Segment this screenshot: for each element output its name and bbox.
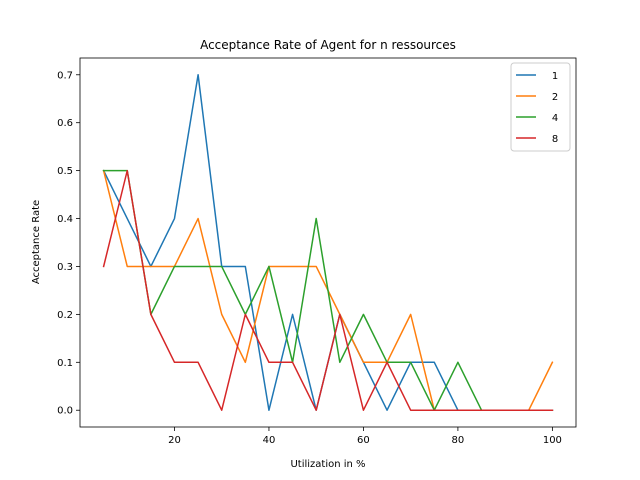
y-tick-label: 0.4 (57, 214, 73, 225)
y-tick-label: 0.6 (57, 118, 73, 129)
legend-label-1: 1 (552, 71, 558, 82)
y-tick-label: 0.1 (57, 358, 73, 369)
x-tick-label: 40 (263, 435, 276, 446)
y-axis: 0.0 0.1 0.2 0.3 0.4 0.5 0.6 0.7 (57, 70, 80, 417)
x-tick-label: 60 (357, 435, 370, 446)
legend-label-2: 2 (552, 92, 558, 103)
y-tick-label: 0.0 (57, 406, 73, 417)
x-axis: 20 40 60 80 100 (168, 427, 562, 446)
x-tick-label: 20 (168, 435, 181, 446)
y-tick-label: 0.5 (57, 166, 73, 177)
y-tick-label: 0.2 (57, 310, 73, 321)
x-tick-label: 100 (543, 435, 562, 446)
legend: 1 2 4 8 (510, 62, 571, 152)
legend-box (510, 62, 571, 152)
y-tick-label: 0.7 (57, 70, 73, 81)
legend-label-8: 8 (552, 134, 558, 145)
series-layer (102, 74, 554, 411)
chart-title: Acceptance Rate of Agent for n ressource… (200, 38, 456, 52)
series-line-4 (102, 169, 554, 411)
series-line-8 (102, 169, 554, 411)
x-axis-title: Utilization in % (290, 459, 365, 470)
plot-frame (79, 57, 577, 428)
legend-label-4: 4 (552, 113, 558, 124)
x-tick-label: 80 (452, 435, 465, 446)
y-axis-title: Acceptance Rate (31, 200, 42, 284)
y-tick-label: 0.3 (57, 262, 73, 273)
